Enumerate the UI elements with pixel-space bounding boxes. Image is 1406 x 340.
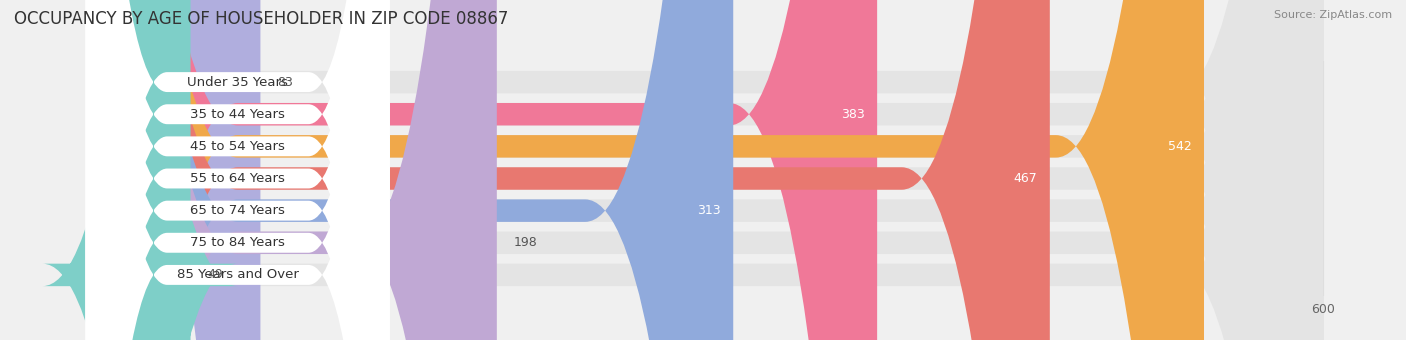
FancyBboxPatch shape [86, 0, 389, 340]
Text: 313: 313 [697, 204, 721, 217]
FancyBboxPatch shape [86, 0, 389, 340]
FancyBboxPatch shape [90, 0, 1323, 340]
FancyBboxPatch shape [90, 0, 496, 340]
Text: 45 to 54 Years: 45 to 54 Years [190, 140, 285, 153]
Text: 49: 49 [207, 268, 222, 282]
FancyBboxPatch shape [90, 0, 877, 340]
FancyBboxPatch shape [90, 0, 1204, 340]
FancyBboxPatch shape [90, 0, 1323, 340]
FancyBboxPatch shape [90, 0, 260, 340]
FancyBboxPatch shape [86, 0, 389, 340]
FancyBboxPatch shape [90, 0, 734, 340]
Text: 83: 83 [277, 75, 292, 89]
FancyBboxPatch shape [90, 0, 1323, 340]
FancyBboxPatch shape [90, 0, 1323, 340]
Text: 542: 542 [1168, 140, 1192, 153]
Text: 55 to 64 Years: 55 to 64 Years [190, 172, 285, 185]
Text: 65 to 74 Years: 65 to 74 Years [190, 204, 285, 217]
FancyBboxPatch shape [90, 0, 1050, 340]
Text: 35 to 44 Years: 35 to 44 Years [190, 108, 285, 121]
Text: OCCUPANCY BY AGE OF HOUSEHOLDER IN ZIP CODE 08867: OCCUPANCY BY AGE OF HOUSEHOLDER IN ZIP C… [14, 10, 509, 28]
Text: 383: 383 [841, 108, 865, 121]
Text: 467: 467 [1014, 172, 1038, 185]
FancyBboxPatch shape [90, 0, 1323, 340]
Text: Source: ZipAtlas.com: Source: ZipAtlas.com [1274, 10, 1392, 20]
FancyBboxPatch shape [86, 0, 389, 340]
Text: Under 35 Years: Under 35 Years [187, 75, 288, 89]
FancyBboxPatch shape [86, 0, 389, 340]
FancyBboxPatch shape [90, 0, 1323, 340]
FancyBboxPatch shape [42, 0, 238, 340]
FancyBboxPatch shape [90, 0, 1323, 340]
Text: 75 to 84 Years: 75 to 84 Years [190, 236, 285, 249]
FancyBboxPatch shape [86, 0, 389, 340]
FancyBboxPatch shape [86, 0, 389, 340]
Text: 85 Years and Over: 85 Years and Over [177, 268, 298, 282]
Text: 198: 198 [513, 236, 537, 249]
